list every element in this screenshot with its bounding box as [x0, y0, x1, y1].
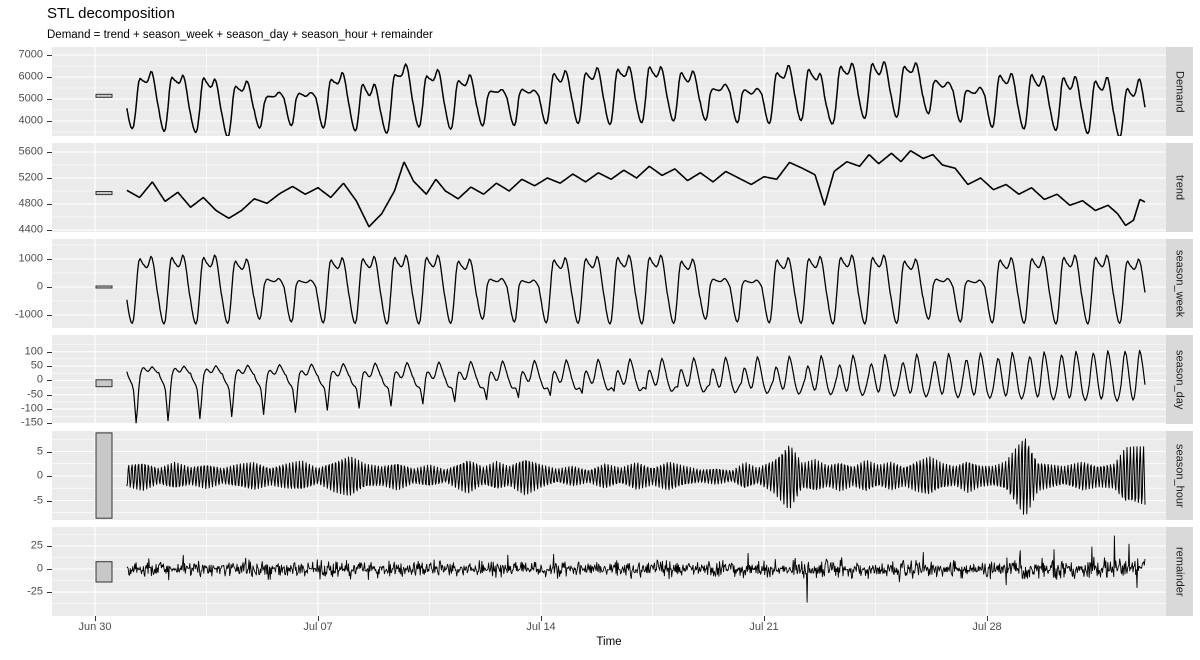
- y-tick-label: 100: [24, 345, 43, 358]
- x-tick-mark: [318, 616, 319, 621]
- y-tick-label: 0: [36, 373, 43, 386]
- y-tick-label: 5600: [18, 145, 43, 158]
- y-tick-label: 0: [36, 280, 43, 293]
- y-tick-label: 7000: [18, 48, 43, 61]
- strip-season_hour: season_hour: [1166, 431, 1193, 520]
- panel-Demand: [52, 47, 1166, 136]
- x-tick-label: Jun 30: [78, 621, 112, 633]
- y-tick-label: 5: [36, 445, 43, 457]
- x-tick-mark: [95, 616, 96, 621]
- y-tick-label: 6000: [18, 70, 43, 83]
- y-tick-label: 4800: [18, 197, 43, 210]
- strip-label: trend: [1173, 174, 1186, 201]
- x-tick-mark: [541, 616, 542, 621]
- y-tick-mark: [47, 546, 52, 547]
- y-tick-mark: [47, 409, 52, 411]
- y-tick-mark: [47, 592, 52, 594]
- x-axis-title: Time: [596, 636, 622, 648]
- y-tick-label: 5200: [18, 171, 43, 184]
- panel-trend: [52, 143, 1166, 232]
- y-tick-label: 0: [36, 562, 43, 575]
- y-tick-mark: [47, 315, 52, 316]
- y-tick-mark: [47, 476, 52, 477]
- y-tick-label: 0: [36, 469, 43, 482]
- strip-label: season_day: [1173, 349, 1186, 410]
- strip-label: season_week: [1173, 249, 1186, 318]
- strip-trend: trend: [1166, 143, 1193, 232]
- x-tick-label: Jul 21: [749, 621, 779, 633]
- y-tick-mark: [47, 351, 52, 353]
- chart-subtitle: Demand = trend + season_week + season_da…: [47, 29, 433, 41]
- y-tick-mark: [47, 99, 52, 100]
- y-tick-mark: [47, 77, 52, 78]
- y-tick-label: -1000: [14, 308, 43, 321]
- y-tick-mark: [47, 394, 52, 396]
- x-tick-label: Jul 07: [303, 621, 333, 633]
- y-tick-label: -150: [20, 416, 43, 429]
- y-tick-mark: [47, 178, 52, 179]
- y-tick-mark: [47, 259, 52, 260]
- y-tick-mark: [47, 55, 52, 56]
- x-tick-mark: [764, 616, 765, 621]
- y-tick-mark: [47, 230, 52, 231]
- panel-season_hour: [52, 431, 1166, 520]
- x-tick-mark: [987, 616, 988, 621]
- y-tick-label: 50: [30, 359, 43, 372]
- y-tick-mark: [47, 423, 52, 425]
- y-tick-label: -5: [33, 494, 43, 506]
- y-tick-label: 1000: [18, 252, 43, 265]
- y-tick-mark: [47, 204, 52, 205]
- y-tick-mark: [47, 152, 52, 153]
- strip-season_day: season_day: [1166, 335, 1193, 424]
- y-tick-mark: [47, 569, 52, 570]
- y-tick-mark: [47, 500, 52, 502]
- panel-season_day: [52, 335, 1166, 424]
- panel-season_week: [52, 239, 1166, 328]
- y-tick-mark: [47, 380, 52, 382]
- strip-season_week: season_week: [1166, 239, 1193, 328]
- y-tick-label: -25: [27, 585, 43, 598]
- y-tick-label: 25: [30, 539, 43, 552]
- y-tick-mark: [47, 366, 52, 367]
- panel-remainder: [52, 527, 1166, 616]
- strip-label: remainder: [1173, 546, 1186, 597]
- strip-Demand: Demand: [1166, 47, 1193, 136]
- strip-label: Demand: [1173, 70, 1186, 113]
- x-tick-label: Jul 14: [526, 621, 556, 633]
- y-tick-label: 4000: [18, 114, 43, 127]
- y-tick-label: 5000: [18, 92, 43, 105]
- y-tick-mark: [47, 287, 52, 288]
- chart-title: STL decomposition: [47, 5, 175, 22]
- strip-label: season_hour: [1173, 443, 1186, 508]
- y-tick-mark: [47, 121, 52, 122]
- y-tick-mark: [47, 451, 52, 453]
- y-tick-label: -50: [27, 388, 43, 401]
- x-tick-label: Jul 28: [972, 621, 1002, 633]
- y-tick-label: -100: [20, 402, 43, 415]
- y-tick-label: 4400: [18, 223, 43, 236]
- strip-remainder: remainder: [1166, 527, 1193, 616]
